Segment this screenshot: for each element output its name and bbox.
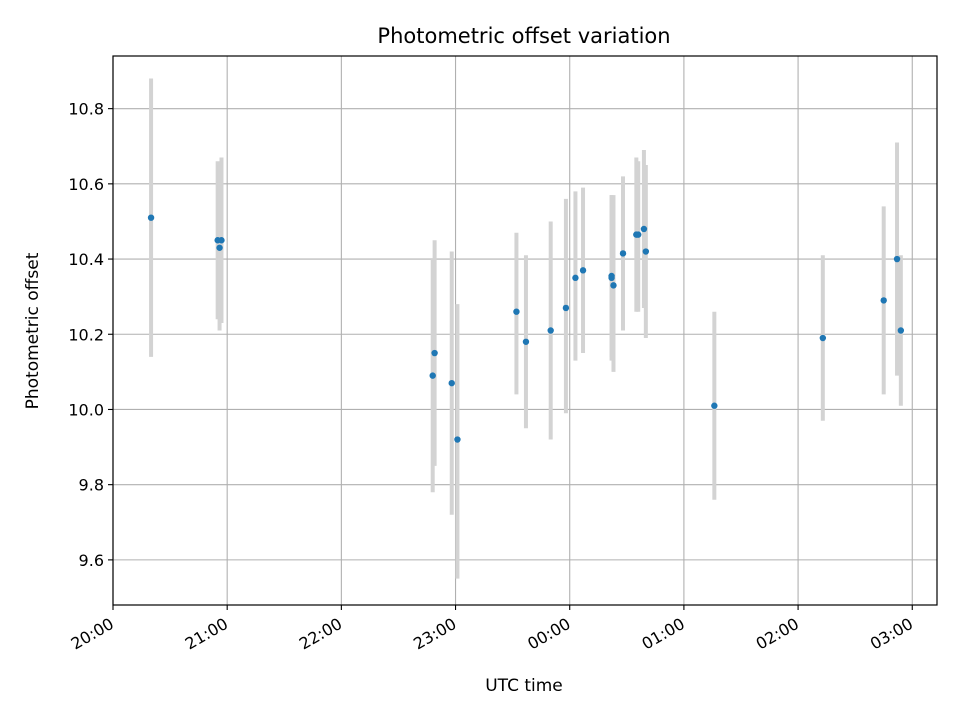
y-axis-ticks: 9.6 9.8 10.0 10.2 10.4 10.6 10.8 — [68, 100, 113, 570]
data-point — [216, 244, 223, 251]
x-tick-label: 23:00 — [410, 614, 459, 654]
data-point — [431, 349, 438, 357]
data-point — [572, 274, 579, 282]
x-tick-label: 22:00 — [296, 614, 345, 654]
y-tick-label: 10.8 — [68, 100, 104, 119]
y-tick-label: 10.4 — [68, 250, 104, 269]
y-tick-label: 10.2 — [68, 325, 104, 344]
data-point — [448, 379, 455, 387]
y-tick-label: 9.8 — [79, 476, 104, 495]
data-point — [711, 402, 718, 409]
x-axis-ticks: 20:00 21:00 22:00 23:00 00:00 01:00 02:00 03:00 — [68, 605, 916, 654]
data-point — [147, 214, 155, 221]
x-axis-label: UTC time — [485, 676, 563, 696]
x-tick-label: 02:00 — [753, 614, 802, 654]
x-tick-label: 20:00 — [68, 614, 117, 654]
y-tick-label: 10.0 — [68, 400, 104, 419]
x-tick-label: 21:00 — [182, 614, 231, 654]
data-point — [429, 372, 436, 379]
x-tick-label: 01:00 — [638, 614, 687, 654]
data-point — [642, 248, 650, 255]
y-tick-label: 10.6 — [68, 175, 104, 194]
data-point — [454, 436, 461, 443]
data-point — [819, 334, 827, 342]
data-point — [579, 267, 587, 274]
x-tick-label: 00:00 — [524, 614, 573, 654]
data-point — [562, 304, 570, 312]
data-point — [635, 231, 642, 238]
data-point — [619, 250, 627, 257]
plot-frame — [112, 55, 938, 606]
data-point — [547, 327, 554, 334]
error-bars — [149, 78, 903, 579]
data-point — [513, 308, 520, 315]
data-point — [897, 327, 905, 334]
chart-title: Photometric offset variation — [377, 24, 670, 48]
data-point — [880, 297, 887, 304]
data-point — [640, 225, 648, 233]
data-point — [893, 255, 901, 263]
y-tick-label: 9.6 — [79, 551, 104, 570]
y-axis-label: Photometric offset — [23, 252, 43, 409]
data-point — [522, 338, 530, 345]
data-point — [608, 274, 615, 282]
data-point — [218, 237, 225, 244]
data-points — [147, 214, 905, 443]
x-tick-label: 03:00 — [867, 614, 916, 654]
data-point — [610, 282, 617, 289]
